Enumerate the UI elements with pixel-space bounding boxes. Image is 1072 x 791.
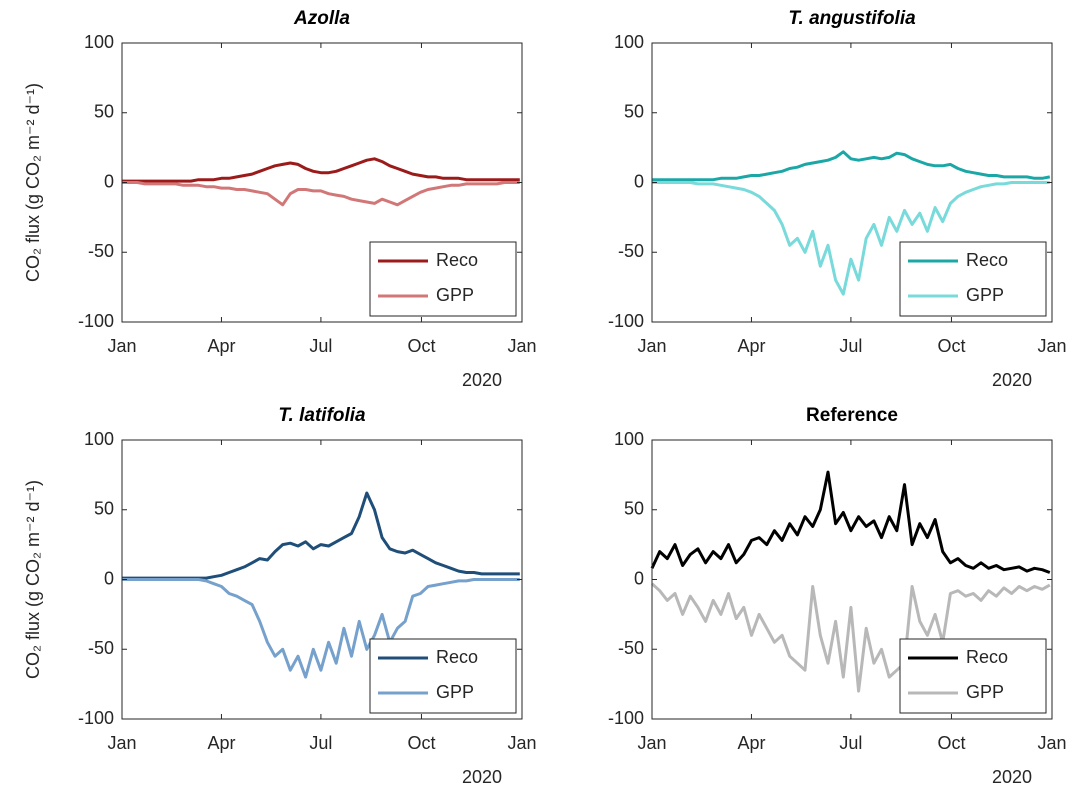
legend-label: Reco xyxy=(966,250,1008,270)
x-tick-label: Jan xyxy=(637,336,666,356)
legend-box xyxy=(369,241,517,317)
series-line xyxy=(122,578,520,679)
x-tick-label: Jul xyxy=(839,336,862,356)
y-axis-label: CO₂ flux (g CO₂ m⁻² d⁻¹) xyxy=(23,83,43,282)
x-annotation: 2020 xyxy=(462,370,502,390)
y-tick-label: 50 xyxy=(94,102,114,122)
y-tick-label: -50 xyxy=(88,638,114,658)
x-tick-label: Oct xyxy=(407,733,435,753)
y-tick-label: -100 xyxy=(78,311,114,331)
y-axis-label: CO₂ flux (g CO₂ m⁻² d⁻¹) xyxy=(23,480,43,679)
x-tick-label: Jan xyxy=(637,733,666,753)
x-tick-label: Apr xyxy=(737,336,765,356)
y-tick-label: 0 xyxy=(634,568,644,588)
series-line xyxy=(652,150,1051,182)
y-tick-label: 0 xyxy=(104,568,114,588)
x-tick-label: Jul xyxy=(309,336,332,356)
chart-title: Reference xyxy=(806,405,898,426)
series-line xyxy=(652,181,1050,296)
chart-title: T. latifolia xyxy=(278,405,366,426)
x-tick-label: Jan xyxy=(507,733,536,753)
x-tick-label: Apr xyxy=(737,733,765,753)
x-tick-label: Jan xyxy=(107,336,136,356)
legend-label: GPP xyxy=(436,682,474,702)
y-tick-label: 100 xyxy=(84,429,114,449)
x-tick-label: Oct xyxy=(407,336,435,356)
x-tick-label: Apr xyxy=(207,336,235,356)
y-tick-label: 0 xyxy=(104,171,114,191)
legend-label: GPP xyxy=(436,285,474,305)
y-tick-label: -50 xyxy=(88,241,114,261)
y-tick-label: -50 xyxy=(618,638,644,658)
x-tick-label: Jan xyxy=(1037,336,1066,356)
y-tick-label: 100 xyxy=(614,429,644,449)
legend-box xyxy=(899,638,1047,714)
y-tick-label: 50 xyxy=(94,499,114,519)
x-tick-label: Jan xyxy=(507,336,536,356)
series-line xyxy=(122,181,520,207)
x-annotation: 2020 xyxy=(992,767,1032,787)
y-tick-label: -100 xyxy=(608,311,644,331)
x-tick-label: Oct xyxy=(937,733,965,753)
chart-title: T. angustifolia xyxy=(788,8,916,29)
legend-label: GPP xyxy=(966,285,1004,305)
legend-label: Reco xyxy=(966,647,1008,667)
x-tick-label: Apr xyxy=(207,733,235,753)
series-line xyxy=(650,582,1051,693)
y-tick-label: 100 xyxy=(84,32,114,52)
legend-box xyxy=(369,638,517,714)
x-tick-label: Jul xyxy=(839,733,862,753)
x-tick-label: Jan xyxy=(107,733,136,753)
y-tick-label: -100 xyxy=(608,708,644,728)
chart-title: Azolla xyxy=(293,8,350,29)
legend-box xyxy=(899,241,1047,317)
y-tick-label: 100 xyxy=(614,32,644,52)
x-tick-label: Oct xyxy=(937,336,965,356)
y-tick-label: 50 xyxy=(624,102,644,122)
legend-label: Reco xyxy=(436,647,478,667)
y-tick-label: 50 xyxy=(624,499,644,519)
series-line xyxy=(650,470,1051,574)
series-line xyxy=(122,157,520,183)
legend-label: GPP xyxy=(966,682,1004,702)
x-tick-label: Jan xyxy=(1037,733,1066,753)
y-tick-label: 0 xyxy=(634,171,644,191)
x-annotation: 2020 xyxy=(462,767,502,787)
x-annotation: 2020 xyxy=(992,370,1032,390)
x-tick-label: Jul xyxy=(309,733,332,753)
y-tick-label: -50 xyxy=(618,241,644,261)
y-tick-label: -100 xyxy=(78,708,114,728)
legend-label: Reco xyxy=(436,250,478,270)
